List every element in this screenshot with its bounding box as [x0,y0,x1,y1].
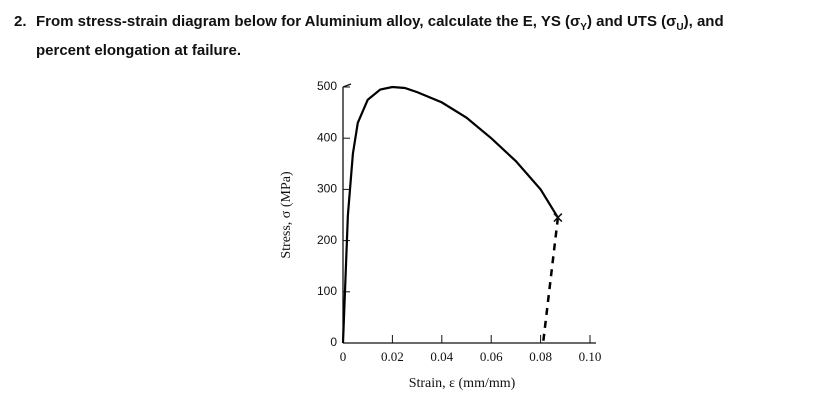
question-text: percent elongation at failure. [36,42,242,59]
question-line: percent elongation at failure. [14,39,724,62]
y-tick-label: 500 [317,79,337,93]
question-text: From stress-strain diagram below for Alu… [36,13,581,30]
y-tick-label: 0 [330,335,337,349]
x-tick-label: 0.04 [430,349,453,364]
x-tick-label: 0.06 [480,349,503,364]
failure-marker [553,213,563,223]
question-text: ), and [683,13,724,30]
y-tick-label: 400 [317,130,337,144]
y-axis-label: Stress, σ (MPa) [279,171,294,259]
x-tick-label: 0.10 [579,349,602,364]
x-tick-label: 0 [340,349,347,364]
subscript: U [676,22,684,33]
question-line: 2. From stress-strain diagram below for A… [14,10,724,39]
question-text: ) and UTS (σ [586,13,677,30]
y-tick-label: 100 [317,284,337,298]
y-tick-label: 300 [317,182,337,196]
y-tick-label: 200 [317,233,337,247]
stress-strain-curve [341,85,559,344]
unloading-line [541,217,560,344]
question: 2. From stress-strain diagram below for A… [14,10,724,62]
question-number: 2. [14,13,27,30]
x-axis-label: Strain, ε (mm/mm) [409,376,516,391]
subscript: Y [580,22,587,33]
x-tick-label: 0.08 [529,349,552,364]
x-tick-label: 0.02 [381,349,404,364]
